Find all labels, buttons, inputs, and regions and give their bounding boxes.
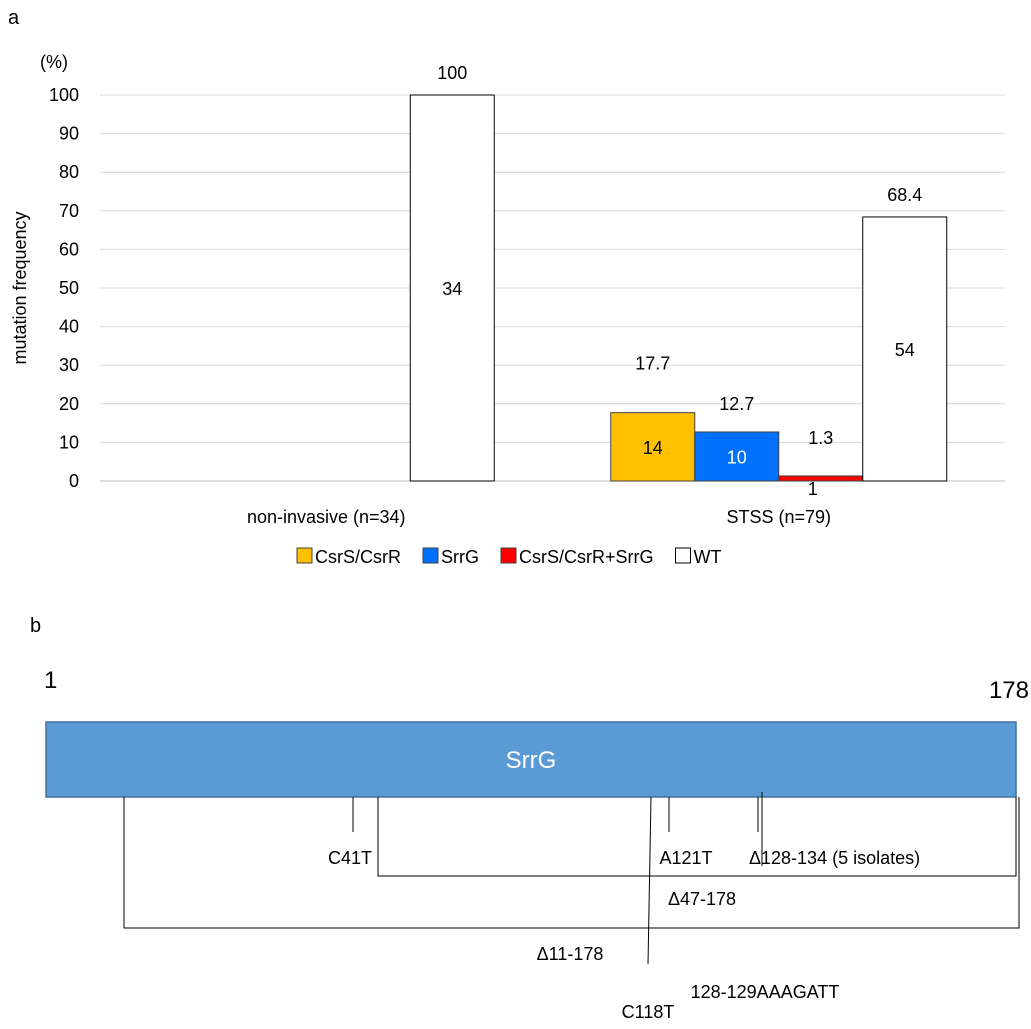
legend: CsrS/CsrR SrrG CsrS/CsrR+SrrG WT <box>296 547 722 567</box>
y-tick-label: 30 <box>59 355 79 375</box>
legend-swatch <box>422 547 439 564</box>
data-label-value: 12.7 <box>719 394 754 414</box>
mutation-label-c41t: C41T <box>328 848 372 868</box>
data-label-count: 10 <box>727 447 747 467</box>
legend-swatch <box>675 547 691 564</box>
y-tick-label: 90 <box>59 124 79 144</box>
bar-wt-0 <box>409 94 495 482</box>
y-tick-label: 100 <box>49 85 79 105</box>
y-tick-label: 70 <box>59 201 79 221</box>
legend-label: WT <box>694 547 722 567</box>
legend-label: SrrG <box>441 547 479 567</box>
bar-chart: (%) mutation frequency 0 10 20 30 40 50 60 70 80… <box>10 52 1005 567</box>
data-label-value: 100 <box>437 63 467 83</box>
bar-wt-1 <box>862 216 948 482</box>
y-tick-label: 60 <box>59 239 79 259</box>
y-unit-label: (%) <box>40 52 68 72</box>
y-tick-label: 50 <box>59 278 79 298</box>
y-axis-title: mutation frequency <box>10 211 30 364</box>
data-label-count: 54 <box>895 340 915 360</box>
y-tick-label: 0 <box>69 471 79 491</box>
mutation-label-c118t: C118T <box>622 1002 675 1022</box>
mutation-lines <box>123 792 1020 965</box>
legend-swatch <box>296 547 313 564</box>
bar-srrg-1 <box>694 431 780 482</box>
y-tick-label: 40 <box>59 317 79 337</box>
bar-csrs-csrr-srrg-1 <box>778 475 864 482</box>
panel-a-label: a <box>8 7 20 29</box>
gene-name: SrrG <box>506 747 557 774</box>
bracket-d11-178 <box>123 797 1020 929</box>
data-label-value: 17.7 <box>635 354 670 374</box>
bracket-d47-178 <box>377 797 1017 877</box>
srrg-gene-map: 1 178 SrrG C41T A121T Δ128-134 (5 isolat… <box>44 667 1029 1022</box>
data-label-count: 14 <box>643 438 663 458</box>
gene-start-label: 1 <box>44 667 57 694</box>
mutation-label-a121t: A121T <box>659 848 712 868</box>
gene-bar <box>45 721 1017 798</box>
gene-end-label: 178 <box>989 677 1029 704</box>
bar-csrs-csrr-1 <box>610 412 696 482</box>
y-tick-label: 20 <box>59 394 79 414</box>
data-label-value: 68.4 <box>887 185 922 205</box>
legend-label: CsrS/CsrR+SrrG <box>519 547 654 567</box>
mutation-label-d128-134: Δ128-134 (5 isolates) <box>749 848 920 868</box>
mutation-label-d11-178: Δ11-178 <box>537 944 604 964</box>
x-tick-label: non-invasive (n=34) <box>247 507 406 527</box>
y-tick-label: 80 <box>59 162 79 182</box>
data-label-count: 1 <box>808 479 818 499</box>
mutation-label-d47-178: Δ47-178 <box>668 889 736 909</box>
panel-b-label: b <box>30 615 41 637</box>
data-label-count: 34 <box>442 279 462 299</box>
x-tick-label: STSS (n=79) <box>726 507 831 527</box>
data-label-value: 1.3 <box>808 428 833 448</box>
y-tick-label: 10 <box>59 432 79 452</box>
legend-label: CsrS/CsrR <box>315 547 401 567</box>
mutation-label-ins128-129: 128-129AAAGATT <box>691 982 840 1002</box>
mutation-tick-c118t <box>647 796 652 965</box>
legend-swatch <box>500 547 517 564</box>
